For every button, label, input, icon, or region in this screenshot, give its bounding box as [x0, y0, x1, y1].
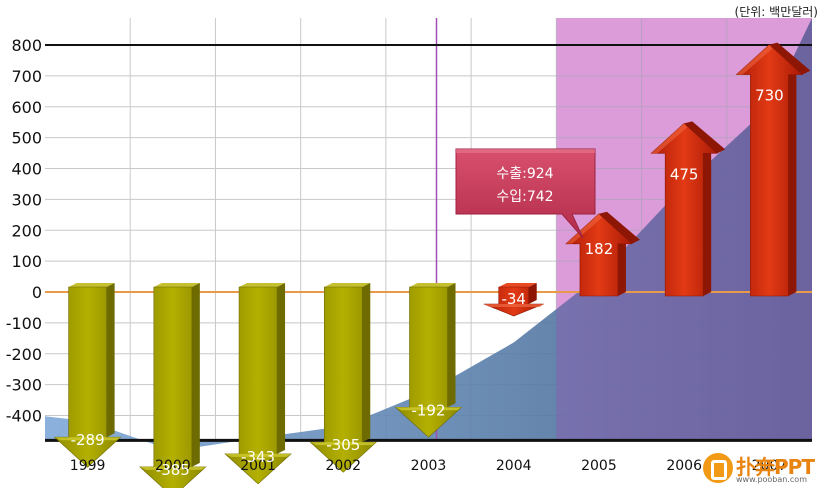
arrow-side: [528, 283, 537, 304]
arrow-side: [106, 283, 115, 438]
arrow-highlight: [139, 466, 206, 470]
arrow-highlight: [483, 304, 544, 307]
watermark-logo-icon: [703, 453, 733, 483]
watermark-brand: 扑奔PPT: [736, 455, 815, 479]
y-tick-label: 600: [11, 98, 42, 117]
data-label: 182: [585, 240, 614, 258]
arrow-highlight: [736, 44, 773, 75]
x-tick-label: 2005: [581, 458, 617, 474]
arrow-side: [447, 283, 456, 408]
arrow-top: [324, 283, 371, 287]
up-arrow: [650, 121, 726, 297]
watermark: 扑奔PPT www.pooban.com: [703, 451, 821, 485]
x-tick-label: 2002: [325, 458, 361, 474]
y-tick-label: 500: [11, 129, 42, 148]
arrow-body: [224, 286, 292, 485]
arrow-top: [153, 283, 200, 287]
x-tick-label: 2006: [666, 458, 702, 474]
arrow-side: [191, 283, 200, 467]
down-arrow: [483, 283, 544, 317]
arrow-side: [617, 241, 626, 296]
data-label: -34: [501, 290, 526, 308]
arrow-head-side: [769, 42, 811, 75]
arrow-side: [703, 151, 712, 296]
data-label: 730: [755, 87, 784, 105]
x-tick-label: 2001: [240, 458, 276, 474]
arrow-top: [68, 283, 115, 287]
data-label: -289: [71, 431, 105, 449]
y-tick-label: 100: [11, 252, 42, 271]
arrow-highlight: [395, 407, 462, 411]
arrow-highlight: [651, 123, 688, 154]
x-tick-label: 2003: [411, 458, 447, 474]
arrow-highlight: [565, 213, 602, 244]
arrow-body: [735, 44, 804, 297]
down-arrow: [224, 283, 292, 485]
y-tick-label: -200: [6, 345, 42, 364]
trend-area: [45, 18, 812, 451]
down-arrow: [139, 283, 207, 488]
down-arrow: [309, 283, 378, 473]
arrow-head-side: [598, 211, 640, 244]
y-tick-label: 300: [11, 190, 42, 209]
x-tick-label: 2007: [752, 458, 788, 474]
up-arrow: [735, 42, 811, 297]
down-arrow: [53, 283, 122, 468]
arrow-top: [498, 283, 537, 287]
arrow-highlight: [54, 437, 121, 441]
tooltip-export-label: 수출:924: [496, 166, 553, 182]
arrow-head-side: [684, 121, 726, 154]
data-label: 475: [670, 165, 699, 183]
data-label: -305: [326, 436, 360, 454]
y-tick-label: -400: [6, 407, 42, 426]
arrow-top: [409, 283, 456, 287]
tooltip-import-label: 수입:742: [496, 189, 553, 205]
arrow-top: [239, 283, 286, 287]
y-tick-label: 700: [11, 67, 42, 86]
y-tick-label: -100: [6, 314, 42, 333]
x-tick-label: 2000: [155, 458, 191, 474]
x-tick-label: 2004: [496, 458, 532, 474]
data-label: -192: [411, 401, 445, 419]
y-tick-label: 200: [11, 221, 42, 240]
x-tick-label: 1999: [70, 458, 106, 474]
watermark-url: www.pooban.com: [736, 475, 807, 484]
unit-label: (단위: 백만달러): [734, 5, 818, 19]
arrow-side: [788, 72, 797, 296]
data-label: -343: [241, 448, 275, 466]
arrow-highlight: [310, 442, 377, 446]
y-tick-label: 0: [32, 283, 42, 302]
arrow-body: [650, 122, 718, 297]
down-arrow: [394, 283, 463, 438]
arrow-side: [277, 283, 286, 454]
arrow-side: [362, 283, 371, 443]
y-tick-label: -300: [6, 376, 42, 395]
tooltip-callout: 수출:924 수입:742: [455, 148, 596, 239]
y-tick-label: 400: [11, 160, 42, 179]
up-arrow: [565, 211, 640, 297]
data-label: -385: [156, 461, 190, 479]
y-tick-label: 800: [11, 36, 42, 55]
arrow-highlight: [225, 453, 292, 457]
